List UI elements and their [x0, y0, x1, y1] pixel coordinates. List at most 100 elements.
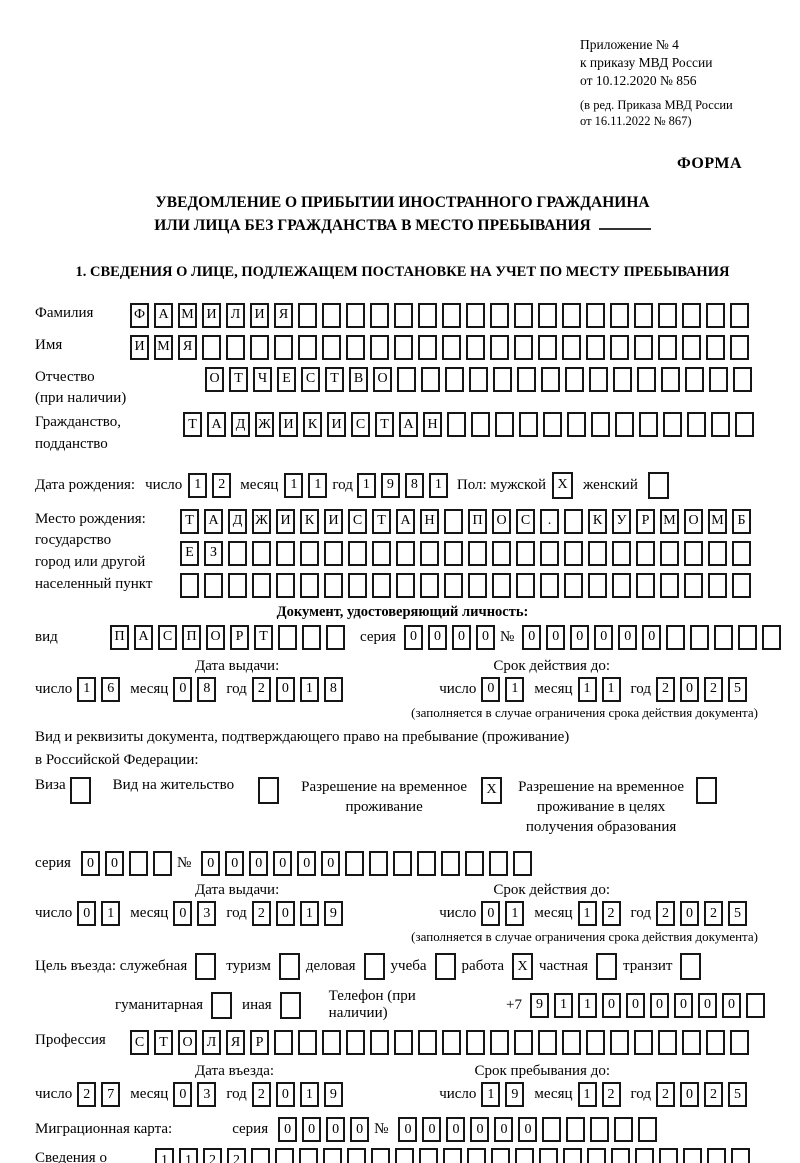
char-cell[interactable] [562, 334, 581, 360]
char-cell[interactable] [635, 1148, 654, 1163]
char-cell[interactable]: 1 [481, 1082, 501, 1108]
char-cell[interactable] [421, 366, 440, 392]
char-cell[interactable] [563, 1148, 582, 1163]
char-cell[interactable]: 0 [321, 851, 341, 877]
char-cell[interactable] [394, 1030, 413, 1056]
char-cell[interactable] [252, 572, 271, 598]
char-cell[interactable]: 1 [188, 472, 208, 498]
char-cell[interactable]: 1 [554, 992, 573, 1018]
char-cell[interactable]: 2 [656, 1082, 675, 1108]
char-cell[interactable]: 0 [470, 1117, 490, 1143]
char-cell[interactable]: И [279, 412, 298, 438]
char-cell[interactable]: 0 [403, 624, 423, 650]
char-cell[interactable]: С [351, 412, 370, 438]
char-cell[interactable] [682, 1030, 701, 1056]
char-cell[interactable] [275, 1148, 294, 1163]
char-cell[interactable] [567, 412, 586, 438]
char-cell[interactable]: 0 [481, 901, 501, 927]
char-cell[interactable]: С [158, 624, 177, 650]
char-cell[interactable]: 0 [522, 624, 542, 650]
char-cell[interactable] [708, 572, 727, 598]
char-cell[interactable] [348, 572, 367, 598]
char-cell[interactable] [564, 508, 583, 534]
char-cell[interactable]: М [708, 508, 727, 534]
char-cell[interactable]: 0 [427, 624, 447, 650]
char-cell[interactable]: 0 [680, 676, 699, 702]
char-cell[interactable]: 2 [251, 901, 271, 927]
char-cell[interactable] [513, 851, 533, 877]
char-cell[interactable]: 0 [642, 624, 662, 650]
char-cell[interactable] [252, 540, 271, 566]
char-cell[interactable] [538, 1030, 557, 1056]
char-cell[interactable] [418, 1030, 437, 1056]
char-cell[interactable] [490, 334, 509, 360]
char-cell[interactable]: 0 [698, 992, 717, 1018]
char-cell[interactable]: Т [375, 412, 394, 438]
char-cell[interactable] [250, 334, 269, 360]
char-cell[interactable]: 5 [728, 676, 747, 702]
char-cell[interactable]: П [110, 624, 129, 650]
char-cell[interactable] [684, 540, 703, 566]
char-cell[interactable] [515, 1148, 534, 1163]
purpose-work-checkbox[interactable]: X [512, 953, 534, 981]
char-cell[interactable] [346, 302, 365, 328]
residence-permit-checkbox[interactable] [258, 776, 280, 804]
char-cell[interactable] [226, 334, 245, 360]
char-cell[interactable]: 0 [422, 1117, 442, 1143]
char-cell[interactable]: Ч [253, 366, 272, 392]
char-cell[interactable] [661, 366, 680, 392]
char-cell[interactable]: Л [202, 1030, 221, 1056]
char-cell[interactable]: Д [228, 508, 247, 534]
char-cell[interactable]: В [349, 366, 368, 392]
char-cell[interactable] [658, 334, 677, 360]
char-cell[interactable]: 2 [601, 1082, 621, 1108]
char-cell[interactable]: А [396, 508, 415, 534]
char-cell[interactable] [540, 572, 559, 598]
char-cell[interactable]: О [178, 1030, 197, 1056]
char-cell[interactable] [516, 572, 535, 598]
char-cell[interactable] [420, 540, 439, 566]
char-cell[interactable] [516, 540, 535, 566]
char-cell[interactable]: 2 [656, 901, 675, 927]
char-cell[interactable] [298, 334, 317, 360]
char-cell[interactable] [418, 302, 437, 328]
char-cell[interactable]: Н [423, 412, 442, 438]
char-cell[interactable] [711, 412, 730, 438]
purpose-transit-checkbox[interactable] [680, 953, 702, 981]
char-cell[interactable] [298, 1030, 317, 1056]
char-cell[interactable]: Я [226, 1030, 245, 1056]
char-cell[interactable] [564, 540, 583, 566]
char-cell[interactable]: И [130, 334, 149, 360]
char-cell[interactable]: 2 [704, 901, 723, 927]
purpose-business-checkbox[interactable] [363, 953, 385, 981]
char-cell[interactable]: О [492, 508, 511, 534]
char-cell[interactable] [128, 851, 148, 877]
char-cell[interactable] [443, 1148, 462, 1163]
char-cell[interactable] [495, 412, 514, 438]
char-cell[interactable] [731, 1148, 750, 1163]
char-cell[interactable]: Т [325, 366, 344, 392]
char-cell[interactable] [251, 1148, 270, 1163]
char-cell[interactable]: 0 [275, 901, 295, 927]
char-cell[interactable]: 1 [577, 676, 597, 702]
char-cell[interactable] [492, 540, 511, 566]
char-cell[interactable]: 1 [356, 472, 376, 498]
char-cell[interactable] [663, 412, 682, 438]
char-cell[interactable] [346, 334, 365, 360]
char-cell[interactable] [687, 412, 706, 438]
char-cell[interactable] [588, 540, 607, 566]
char-cell[interactable] [517, 366, 536, 392]
char-cell[interactable] [615, 412, 634, 438]
char-cell[interactable]: Е [180, 540, 199, 566]
char-cell[interactable] [562, 302, 581, 328]
char-cell[interactable]: И [276, 508, 295, 534]
char-cell[interactable] [276, 572, 295, 598]
char-cell[interactable] [684, 572, 703, 598]
char-cell[interactable]: 9 [323, 1082, 343, 1108]
char-cell[interactable] [442, 1030, 461, 1056]
char-cell[interactable] [394, 302, 413, 328]
char-cell[interactable] [685, 366, 704, 392]
char-cell[interactable] [666, 624, 686, 650]
char-cell[interactable] [762, 624, 782, 650]
char-cell[interactable]: 0 [626, 992, 645, 1018]
